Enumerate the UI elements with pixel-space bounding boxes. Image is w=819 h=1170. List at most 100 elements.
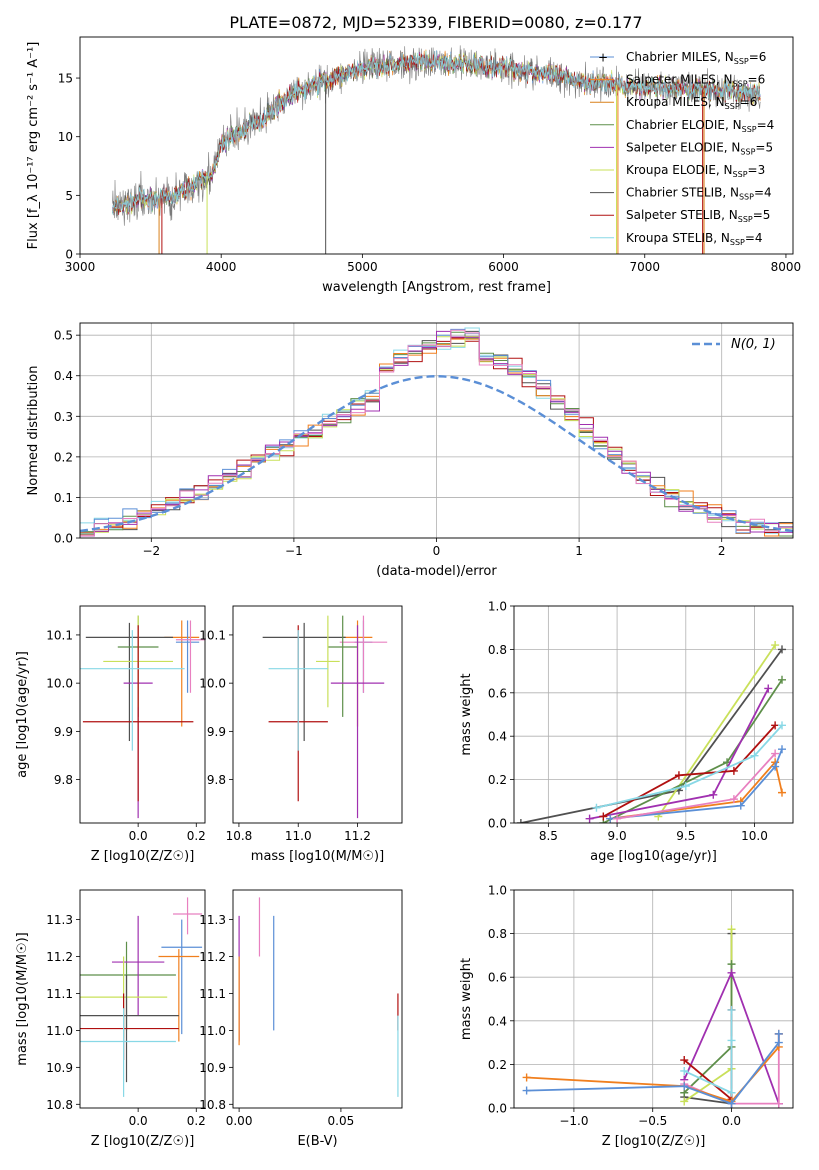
- y-tick-label: 11.0: [199, 1024, 226, 1038]
- mass-weight-line: [683, 929, 733, 1103]
- x-tick-label: 10.8: [226, 829, 253, 843]
- weight-vs-Z-panel: −1.0 −0.5 0.0 0.0 0.2 0.4 0.6 0.8 1.0 Z [log10(Z/…: [459, 884, 794, 1149]
- x-tick-label: −1: [285, 544, 303, 558]
- x-tick-label: 0.00: [226, 1114, 253, 1128]
- y-tick-label: 10.0: [199, 677, 226, 691]
- legend-entry: Kroupa MILES, NSSP=6: [626, 95, 757, 111]
- x-axis-label: wavelength [Angstrom, rest frame]: [322, 280, 551, 295]
- y-tick-label: 0.3: [54, 410, 73, 424]
- y-tick-label: 11.3: [46, 913, 73, 927]
- x-axis-label: Z [log10(Z/Z☉)]: [91, 1134, 195, 1149]
- axes-frame: [232, 889, 403, 1109]
- mass-weight-marker: [778, 675, 787, 684]
- legend-entry: Chabrier ELODIE, NSSP=4: [626, 118, 774, 134]
- mass-weight-marker: [613, 814, 622, 823]
- x-tick-label: 11.2: [344, 829, 371, 843]
- y-tick-label: 0.4: [488, 730, 507, 744]
- weight-vs-Z-plot-area: [522, 925, 783, 1108]
- legend-entry: Chabrier STELIB, NSSP=4: [626, 186, 772, 202]
- y-tick-label: 0.2: [488, 1058, 507, 1072]
- axes-frame: [79, 889, 206, 1109]
- x-tick-label: −1.0: [559, 1114, 588, 1128]
- mass-weight-marker: [727, 968, 736, 977]
- x-tick-label: 9.0: [608, 829, 627, 843]
- mass-vs-EBV-plot-area: [238, 897, 399, 1097]
- mass-weight-marker: [774, 1038, 783, 1047]
- mass-weight-line: [657, 644, 776, 818]
- mass-weight-marker: [771, 762, 780, 771]
- x-tick-label: 3000: [65, 260, 96, 274]
- y-tick-label: 10.8: [199, 1098, 226, 1112]
- y-tick-label: 11.1: [46, 987, 73, 1001]
- y-tick-label: 10: [58, 130, 73, 144]
- axes-frame: [79, 36, 794, 255]
- x-axis-label: Z [log10(Z/Z☉)]: [91, 849, 195, 864]
- y-axis-label: age [log10(age/yr)]: [15, 651, 30, 778]
- x-tick-label: 11.0: [285, 829, 312, 843]
- mass-weight-marker: [727, 1099, 736, 1108]
- x-tick-label: 2: [718, 544, 726, 558]
- x-tick-label: 0.0: [129, 1114, 148, 1128]
- legend-marker: +: [598, 51, 608, 65]
- x-tick-label: 0.05: [328, 1114, 355, 1128]
- mass-vs-EBV-panel: 0.00 0.05 10.8 10.9 11.0 11.1 11.2 11.3 E(B-V): [199, 889, 403, 1149]
- mass-weight-marker: [727, 925, 736, 934]
- y-tick-label: 0.4: [54, 369, 73, 383]
- mass-weight-marker: [680, 1066, 689, 1075]
- mass-weight-line: [684, 933, 733, 1105]
- age-vs-mass-plot-area: [262, 615, 388, 819]
- y-tick-label: 0.8: [488, 927, 507, 941]
- y-tick-label: 0.1: [54, 491, 73, 505]
- mass-weight-line: [602, 724, 776, 818]
- y-tick-label: 11.3: [199, 913, 226, 927]
- x-tick-label: 5000: [347, 260, 378, 274]
- y-tick-label: 0.2: [54, 450, 73, 464]
- x-tick-label: 8000: [771, 260, 802, 274]
- legend-entry: Chabrier MILES, NSSP=6: [626, 50, 766, 66]
- spectrum-legend: + Chabrier MILES, NSSP=6 Salpeter MILES, N…: [590, 50, 774, 247]
- x-axis-label: age [log10(age/yr)]: [590, 849, 717, 864]
- y-tick-label: 9.9: [207, 725, 226, 739]
- residual-histogram: [80, 330, 793, 537]
- mass-weight-marker: [778, 745, 787, 754]
- y-tick-label: 10.0: [46, 677, 73, 691]
- mass-weight-marker: [778, 721, 787, 730]
- mass-weight-marker: [771, 749, 780, 758]
- y-tick-label: 1.0: [488, 884, 507, 898]
- residuals-plot-area: [80, 327, 793, 537]
- mass-weight-marker: [771, 641, 780, 650]
- x-axis-label: mass [log10(M/M☉)]: [251, 849, 384, 864]
- x-axis-label: E(B-V): [297, 1134, 337, 1149]
- age-vs-Z-plot-area: [80, 615, 205, 819]
- weight-vs-age-panel: 8.5 9.0 9.5 10.0 0.0 0.2 0.4 0.6 0.8 1.0 age [log1…: [459, 600, 794, 864]
- spectrum-plot-area: [112, 45, 761, 254]
- mass-weight-marker: [778, 788, 787, 797]
- y-tick-label: 5: [65, 189, 73, 203]
- y-tick-label: 0.0: [488, 817, 507, 831]
- y-tick-label: 0.6: [488, 971, 507, 985]
- x-tick-label: 1: [575, 544, 583, 558]
- mass-weight-marker: [736, 801, 745, 810]
- figure-title: PLATE=0872, MJD=52339, FIBERID=0080, z=0…: [229, 13, 642, 32]
- legend-entry: Kroupa ELODIE, NSSP=3: [626, 163, 765, 179]
- x-tick-label: 9.5: [676, 829, 695, 843]
- axes-frame: [79, 322, 794, 539]
- x-tick-label: −2: [142, 544, 160, 558]
- x-tick-label: 8.5: [539, 829, 558, 843]
- mass-weight-marker: [750, 751, 759, 760]
- mass-weight-marker: [522, 1086, 531, 1095]
- y-tick-label: 10.1: [199, 628, 226, 642]
- spectrum-model-line: [112, 50, 761, 215]
- y-axis-label: mass weight: [459, 958, 474, 1040]
- mass-weight-marker: [778, 645, 787, 654]
- y-axis-label: mass [log10(M/M☉)]: [15, 932, 30, 1065]
- y-tick-label: 9.8: [207, 773, 226, 787]
- x-tick-label: −0.5: [638, 1114, 667, 1128]
- x-tick-label: 0.0: [722, 1114, 741, 1128]
- mass-weight-marker: [729, 766, 738, 775]
- y-tick-label: 0.6: [488, 686, 507, 700]
- y-tick-label: 0.0: [488, 1102, 507, 1116]
- y-axis-label: mass weight: [459, 673, 474, 755]
- y-tick-label: 0: [65, 248, 73, 262]
